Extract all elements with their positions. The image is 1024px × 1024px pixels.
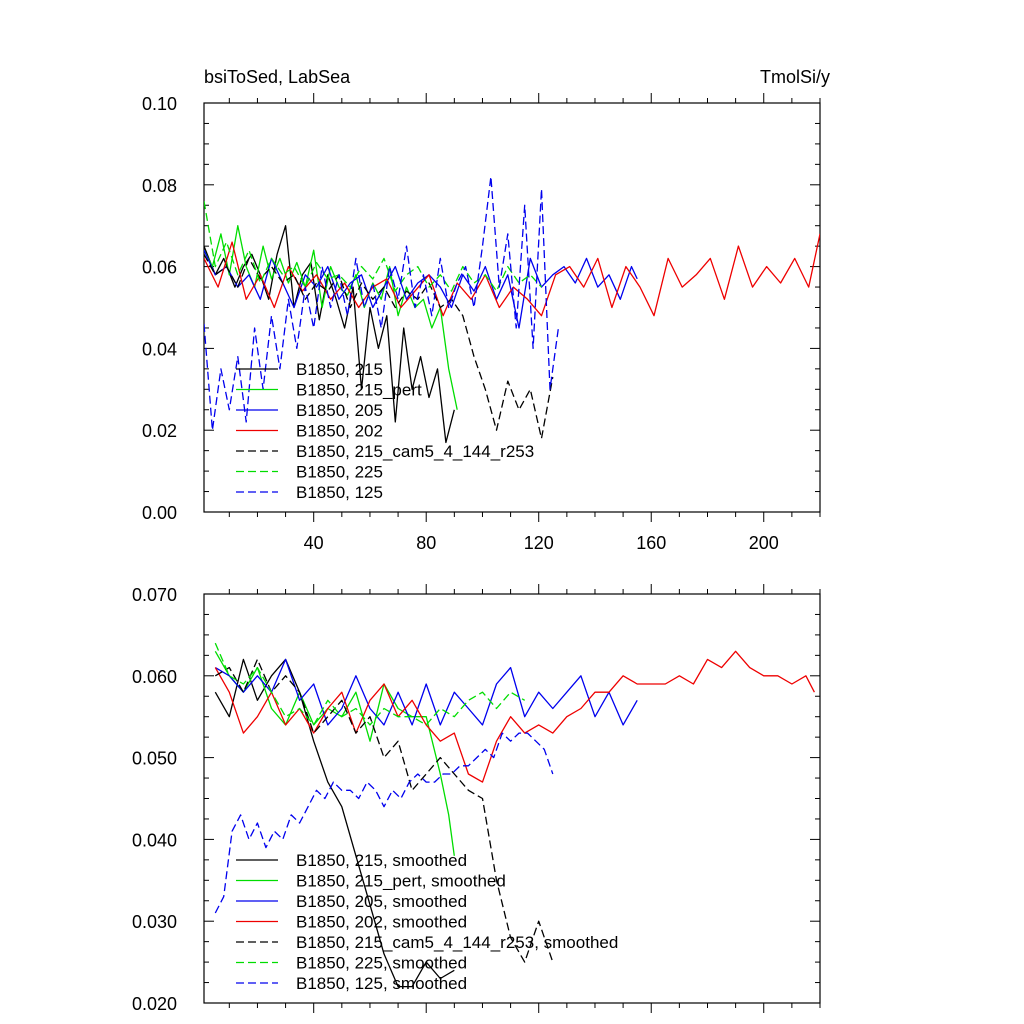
series-line-0	[204, 225, 455, 444]
legend-label: B1850, 215	[296, 360, 383, 379]
y-tick-label: 0.070	[132, 585, 177, 605]
series-line-0	[214, 658, 455, 988]
series-line-2	[204, 249, 638, 329]
legend-label: B1850, 125, smoothed	[296, 974, 467, 993]
y-tick-label: 0.02	[142, 421, 177, 441]
legend-label: B1850, 215_cam5_4_144_r253	[296, 442, 534, 461]
legend-label: B1850, 202, smoothed	[296, 913, 467, 932]
legend-label: B1850, 215_pert	[296, 381, 422, 400]
bottom-chart: 0.020 0.030 0.040 0.050 0.060 0.070 B1850, 215…	[132, 584, 821, 1014]
series-line-4	[204, 253, 554, 440]
series-line-2	[214, 658, 638, 726]
top-chart: 40 80 120 160 200 0.00 0.02 0.04 0.06 0.08 0.10 B18…	[142, 93, 821, 553]
y-tick-label: 0.10	[142, 94, 177, 114]
legend-label: B1850, 215_cam5_4_144_r253, smoothed	[296, 933, 618, 952]
y-tick-label: 0.08	[142, 176, 177, 196]
legend-label: B1850, 225, smoothed	[296, 954, 467, 973]
x-tick-label: 120	[524, 533, 554, 553]
series-group	[204, 175, 820, 444]
y-tick-label: 0.030	[132, 912, 177, 932]
x-tick-label: 80	[416, 533, 436, 553]
chart-title-right: TmolSi/y	[760, 67, 830, 87]
legend-label: B1850, 205, smoothed	[296, 892, 467, 911]
x-tick-label: 40	[304, 533, 324, 553]
y-tick-label: 0.06	[142, 258, 177, 278]
series-line-6	[214, 732, 554, 914]
series-line-5	[204, 201, 542, 292]
legend-label: B1850, 205	[296, 401, 383, 420]
legend-label: B1850, 215, smoothed	[296, 851, 467, 870]
legend-label: B1850, 202	[296, 422, 383, 441]
legend-label: B1850, 225	[296, 463, 383, 482]
y-tick-label: 0.00	[142, 503, 177, 523]
series-line-5	[214, 642, 526, 726]
y-tick-label: 0.020	[132, 994, 177, 1014]
chart-title-left: bsiToSed, LabSea	[204, 67, 351, 87]
y-tick-label: 0.060	[132, 667, 177, 687]
series-line-3	[214, 650, 815, 783]
legend-label: B1850, 215_pert, smoothed	[296, 872, 506, 891]
legend-label: B1850, 125	[296, 483, 383, 502]
series-line-3	[204, 233, 820, 317]
series-group	[214, 642, 815, 988]
x-tick-label: 160	[636, 533, 666, 553]
y-tick-label: 0.04	[142, 339, 177, 359]
y-tick-label: 0.050	[132, 749, 177, 769]
y-tick-label: 0.040	[132, 830, 177, 850]
x-tick-label: 200	[749, 533, 779, 553]
